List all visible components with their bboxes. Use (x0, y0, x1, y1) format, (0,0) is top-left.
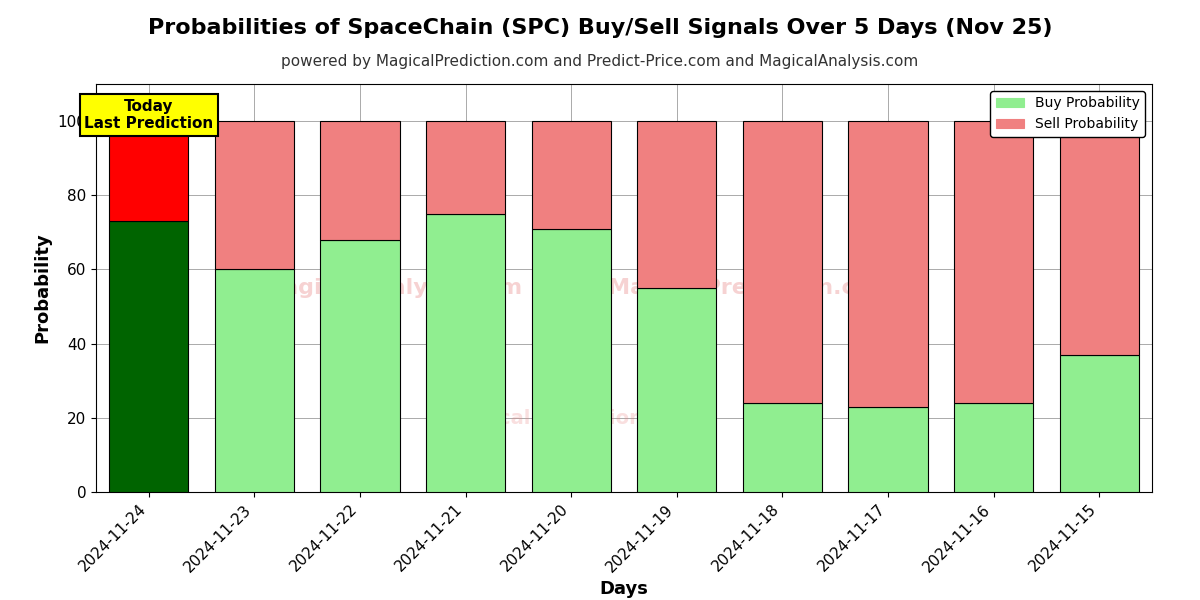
Bar (848, 121, 928, 407)
Bar (109, 221, 188, 492)
Bar (637, 121, 716, 288)
Bar (426, 121, 505, 214)
Text: MagicalAnalysis.com: MagicalAnalysis.com (262, 278, 522, 298)
X-axis label: Days: Days (600, 580, 648, 598)
Bar (109, 121, 188, 221)
Bar (320, 121, 400, 240)
Text: Today
Last Prediction: Today Last Prediction (84, 99, 214, 131)
Bar (1060, 355, 1139, 492)
Bar (954, 121, 1033, 403)
Bar (532, 229, 611, 492)
Bar (1060, 121, 1139, 355)
Bar (320, 240, 400, 492)
Bar (637, 288, 716, 492)
Text: MagicalPrediction.com: MagicalPrediction.com (608, 278, 894, 298)
Bar (743, 403, 822, 492)
Text: MagicalPrediction.com: MagicalPrediction.com (446, 409, 696, 428)
Bar (426, 214, 505, 492)
Y-axis label: Probability: Probability (34, 233, 52, 343)
Legend: Buy Probability, Sell Probability: Buy Probability, Sell Probability (990, 91, 1145, 137)
Bar (848, 407, 928, 492)
Text: powered by MagicalPrediction.com and Predict-Price.com and MagicalAnalysis.com: powered by MagicalPrediction.com and Pre… (281, 54, 919, 69)
Bar (954, 403, 1033, 492)
Bar (215, 269, 294, 492)
Text: Probabilities of SpaceChain (SPC) Buy/Sell Signals Over 5 Days (Nov 25): Probabilities of SpaceChain (SPC) Buy/Se… (148, 18, 1052, 38)
Bar (215, 121, 294, 269)
Bar (743, 121, 822, 403)
Bar (532, 121, 611, 229)
